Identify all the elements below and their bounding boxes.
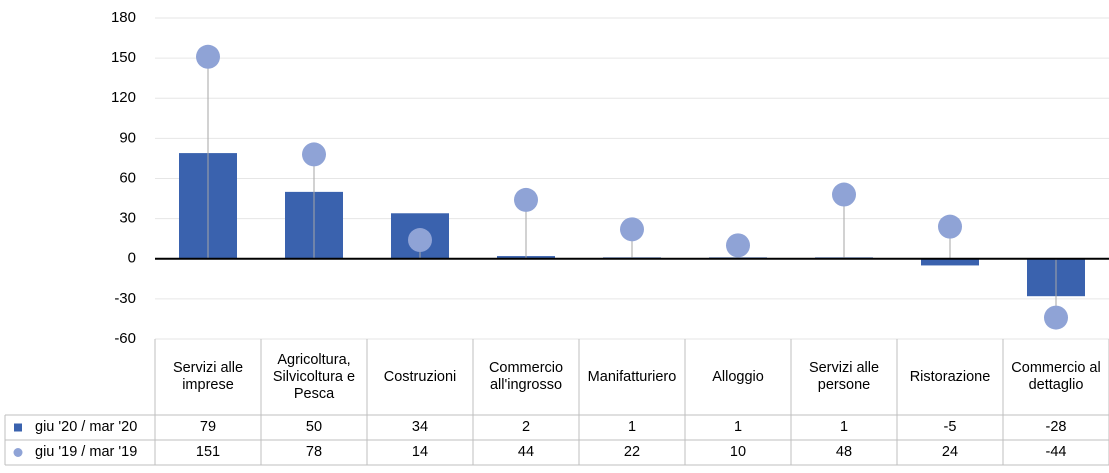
category-label: Servizi alle persone xyxy=(808,360,880,393)
legend-label: giu '20 / mar '20 xyxy=(35,419,138,435)
category-label: Ristorazione xyxy=(909,368,991,385)
dot xyxy=(196,44,220,69)
table-value: 1 xyxy=(627,419,637,435)
table-value: 151 xyxy=(195,444,221,460)
table-value: 78 xyxy=(305,444,323,460)
y-tick-label: 180 xyxy=(111,9,136,26)
y-tick-label: 90 xyxy=(119,129,136,146)
category-label: Commercio al dettaglio xyxy=(1011,360,1101,393)
dot xyxy=(620,217,644,242)
legend-marker xyxy=(13,448,23,457)
bar xyxy=(921,258,979,266)
category-label: Commercio all'ingrosso xyxy=(488,360,564,393)
table-value: 24 xyxy=(941,444,959,460)
category-label: Costruzioni xyxy=(383,368,457,385)
table-value: 14 xyxy=(411,444,429,460)
table-value: -44 xyxy=(1045,444,1067,460)
dot xyxy=(726,233,750,258)
y-tick-label: -30 xyxy=(114,290,136,307)
table-value: 44 xyxy=(517,444,535,460)
legend-label: giu '19 / mar '19 xyxy=(35,444,138,460)
table-value: 10 xyxy=(729,444,747,460)
dot xyxy=(514,187,538,212)
category-label: Servizi alle imprese xyxy=(172,360,244,393)
category-label: Alloggio xyxy=(712,368,764,385)
category-label: Agricoltura, Silvicoltura e Pesca xyxy=(272,351,356,402)
dot xyxy=(1044,305,1068,330)
y-tick-label: 150 xyxy=(111,49,136,66)
table-value: 48 xyxy=(835,444,853,460)
y-tick-label: 60 xyxy=(119,169,136,186)
table-value: -28 xyxy=(1045,419,1067,435)
category-label: Manifatturiero xyxy=(587,368,677,385)
y-tick-label: 0 xyxy=(128,250,136,267)
y-tick-label: 30 xyxy=(119,210,136,227)
legend-marker xyxy=(14,423,22,432)
dot xyxy=(938,214,962,239)
table-value: 1 xyxy=(839,419,849,435)
y-tick-label: -60 xyxy=(114,330,136,347)
y-tick-label: 120 xyxy=(111,89,136,106)
dot xyxy=(832,182,856,207)
dot xyxy=(408,228,432,253)
table-value: 22 xyxy=(623,444,641,460)
table-value: 50 xyxy=(305,419,323,435)
table-value: 79 xyxy=(199,419,217,435)
table-value: 1 xyxy=(733,419,743,435)
table-value: 2 xyxy=(521,419,531,435)
table-value: -5 xyxy=(943,419,957,435)
table-value: 34 xyxy=(411,419,429,435)
dot xyxy=(302,142,326,167)
